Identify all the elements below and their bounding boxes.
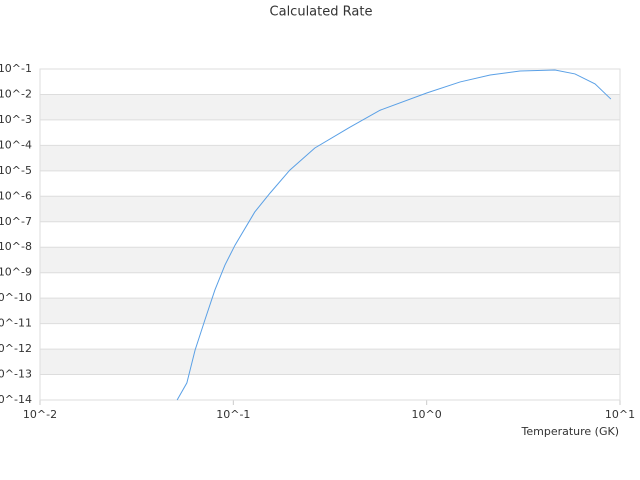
y-tick-label: 10^-2 <box>0 87 32 100</box>
y-tick-label: 10^-10 <box>0 291 32 304</box>
x-tick-label: 10^0 <box>412 408 442 421</box>
grid-band <box>40 247 620 273</box>
grid-band <box>40 145 620 171</box>
x-tick-label: 10^-2 <box>23 408 57 421</box>
x-axis-label: Temperature (GK) <box>521 425 620 438</box>
y-tick-label: 10^-14 <box>0 393 32 406</box>
y-tick-label: 10^-7 <box>0 215 32 228</box>
y-tick-label: 10^-1 <box>0 62 32 75</box>
y-tick-label: 10^-11 <box>0 317 32 330</box>
y-tick-label: 10^-9 <box>0 266 32 279</box>
y-tick-label: 10^-8 <box>0 240 32 253</box>
plot-frame <box>39 68 621 401</box>
x-tick-label: 10^1 <box>605 408 635 421</box>
grid-band <box>40 196 620 222</box>
chart-title: Calculated Rate <box>270 5 373 20</box>
grid-band <box>40 94 620 120</box>
line-series <box>176 69 612 401</box>
y-tick-label: 10^-3 <box>0 113 32 126</box>
x-tick-label: 10^-1 <box>216 408 250 421</box>
y-tick-label: 10^-12 <box>0 342 32 355</box>
y-tick-label: 10^-4 <box>0 138 32 151</box>
grid-band <box>40 298 620 324</box>
y-tick-label: 10^-13 <box>0 368 32 381</box>
grid-band <box>40 349 620 375</box>
y-tick-label: 10^-5 <box>0 164 32 177</box>
y-tick-label: 10^-6 <box>0 189 32 202</box>
